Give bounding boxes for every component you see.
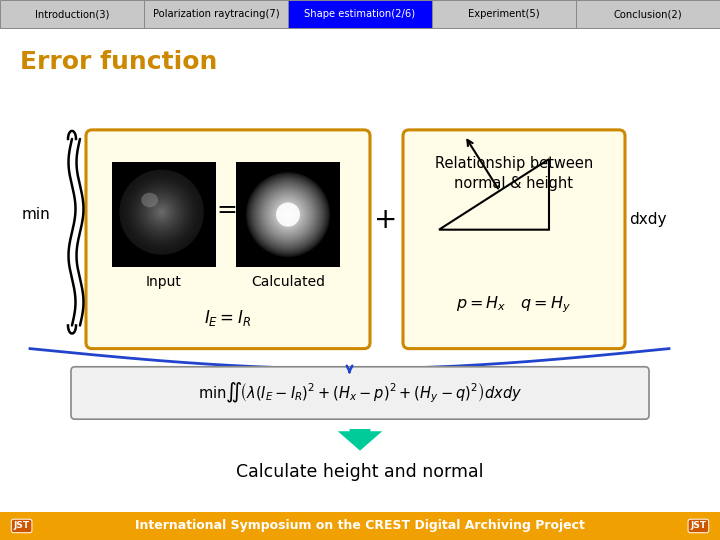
- Text: Error function: Error function: [20, 50, 217, 75]
- Ellipse shape: [284, 210, 292, 219]
- Ellipse shape: [125, 176, 198, 249]
- Ellipse shape: [276, 202, 300, 227]
- Ellipse shape: [140, 191, 183, 233]
- Ellipse shape: [282, 208, 294, 221]
- Ellipse shape: [275, 201, 301, 228]
- Text: $\min \iint\!\left(\lambda(I_E - I_R)^2 + (H_x - p)^2 + (H_y - q)^2\right)dxdy$: $\min \iint\!\left(\lambda(I_E - I_R)^2 …: [198, 381, 522, 405]
- Ellipse shape: [279, 206, 297, 223]
- Ellipse shape: [146, 197, 177, 228]
- Text: Conclusion(2): Conclusion(2): [613, 9, 683, 19]
- Text: dxdy: dxdy: [629, 212, 667, 227]
- Bar: [236, 162, 340, 267]
- Ellipse shape: [142, 192, 181, 232]
- Ellipse shape: [246, 172, 330, 257]
- Ellipse shape: [283, 209, 294, 220]
- Ellipse shape: [258, 184, 318, 245]
- FancyArrowPatch shape: [338, 429, 382, 451]
- Ellipse shape: [127, 177, 197, 248]
- Ellipse shape: [152, 202, 171, 222]
- Text: Shape estimation(2/6): Shape estimation(2/6): [305, 9, 415, 19]
- Ellipse shape: [257, 183, 320, 246]
- Ellipse shape: [156, 206, 167, 218]
- Text: $I_E = I_R$: $I_E = I_R$: [204, 308, 251, 328]
- Ellipse shape: [251, 177, 325, 253]
- Ellipse shape: [158, 208, 166, 217]
- Ellipse shape: [133, 184, 190, 240]
- Ellipse shape: [148, 198, 176, 226]
- Ellipse shape: [130, 181, 192, 244]
- Ellipse shape: [135, 185, 189, 239]
- Ellipse shape: [150, 201, 173, 224]
- Bar: [112, 162, 216, 267]
- Ellipse shape: [259, 185, 318, 244]
- Ellipse shape: [121, 171, 202, 253]
- Ellipse shape: [269, 196, 307, 233]
- Ellipse shape: [261, 187, 315, 242]
- Ellipse shape: [153, 204, 170, 221]
- Ellipse shape: [285, 211, 291, 218]
- Ellipse shape: [122, 172, 201, 252]
- Ellipse shape: [276, 202, 300, 227]
- Ellipse shape: [129, 179, 194, 245]
- Ellipse shape: [287, 213, 289, 215]
- Ellipse shape: [149, 199, 174, 225]
- Ellipse shape: [141, 193, 158, 207]
- Ellipse shape: [155, 205, 168, 219]
- Text: normal & height: normal & height: [454, 176, 574, 191]
- Ellipse shape: [132, 183, 192, 242]
- Text: Introduction(3): Introduction(3): [35, 9, 109, 19]
- FancyBboxPatch shape: [86, 130, 370, 349]
- Ellipse shape: [120, 170, 204, 255]
- Ellipse shape: [272, 198, 304, 231]
- Text: Polarization raytracing(7): Polarization raytracing(7): [153, 9, 279, 19]
- Ellipse shape: [278, 205, 298, 224]
- Ellipse shape: [264, 190, 312, 240]
- Ellipse shape: [264, 191, 312, 239]
- Text: Calculate height and normal: Calculate height and normal: [236, 463, 484, 481]
- Ellipse shape: [128, 178, 195, 246]
- Ellipse shape: [251, 178, 325, 252]
- Text: Relationship between: Relationship between: [435, 156, 593, 171]
- Ellipse shape: [256, 182, 320, 247]
- Ellipse shape: [266, 193, 310, 237]
- Text: JST: JST: [14, 522, 30, 530]
- Ellipse shape: [281, 207, 296, 222]
- Ellipse shape: [268, 194, 308, 235]
- Text: +: +: [374, 206, 397, 234]
- Ellipse shape: [124, 174, 199, 251]
- Ellipse shape: [271, 197, 305, 232]
- Text: International Symposium on the CREST Digital Archiving Project: International Symposium on the CREST Dig…: [135, 519, 585, 532]
- Ellipse shape: [249, 176, 327, 254]
- Ellipse shape: [255, 181, 322, 248]
- Ellipse shape: [145, 195, 179, 229]
- Ellipse shape: [248, 174, 328, 255]
- Ellipse shape: [269, 195, 307, 234]
- Ellipse shape: [273, 199, 303, 230]
- Ellipse shape: [139, 190, 184, 235]
- Ellipse shape: [247, 173, 329, 256]
- Ellipse shape: [260, 186, 316, 243]
- Text: Input: Input: [146, 275, 182, 289]
- FancyBboxPatch shape: [403, 130, 625, 349]
- Ellipse shape: [265, 192, 311, 238]
- Text: min: min: [22, 207, 50, 222]
- FancyBboxPatch shape: [71, 367, 649, 419]
- Text: =: =: [217, 198, 238, 221]
- Ellipse shape: [277, 204, 299, 225]
- Text: Experiment(5): Experiment(5): [468, 9, 540, 19]
- Ellipse shape: [262, 188, 314, 241]
- Ellipse shape: [160, 211, 163, 213]
- Ellipse shape: [143, 194, 180, 231]
- Ellipse shape: [138, 188, 186, 237]
- Ellipse shape: [253, 179, 324, 251]
- Ellipse shape: [274, 200, 302, 229]
- Text: JST: JST: [690, 522, 706, 530]
- Text: $p = H_x \quad q = H_y$: $p = H_x \quad q = H_y$: [456, 294, 572, 315]
- Ellipse shape: [253, 180, 323, 249]
- Ellipse shape: [245, 171, 331, 258]
- Ellipse shape: [159, 210, 164, 215]
- Ellipse shape: [286, 212, 290, 217]
- Text: Calculated: Calculated: [251, 275, 325, 289]
- Ellipse shape: [136, 187, 187, 238]
